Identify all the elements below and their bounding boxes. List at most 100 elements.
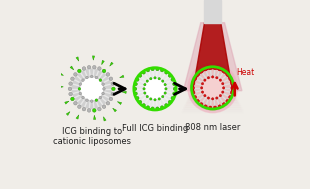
Circle shape [213, 106, 217, 109]
Circle shape [204, 105, 207, 108]
Circle shape [91, 75, 93, 78]
Polygon shape [193, 23, 232, 91]
Circle shape [102, 69, 106, 73]
Circle shape [82, 79, 84, 81]
Circle shape [144, 84, 146, 86]
Circle shape [109, 97, 113, 101]
Circle shape [103, 88, 105, 90]
Circle shape [134, 92, 137, 95]
Circle shape [207, 77, 210, 79]
Circle shape [87, 109, 91, 112]
Circle shape [173, 87, 176, 91]
Circle shape [154, 99, 156, 101]
Circle shape [158, 77, 160, 80]
Polygon shape [92, 56, 95, 60]
Circle shape [81, 78, 103, 100]
Circle shape [102, 83, 104, 85]
Circle shape [146, 69, 150, 72]
Polygon shape [183, 23, 242, 91]
Circle shape [204, 79, 206, 81]
Circle shape [142, 104, 145, 107]
Circle shape [188, 63, 237, 113]
Circle shape [68, 87, 72, 91]
Circle shape [151, 107, 154, 110]
Circle shape [168, 100, 171, 104]
Circle shape [164, 92, 166, 94]
Polygon shape [76, 57, 79, 61]
Circle shape [144, 92, 146, 94]
Circle shape [134, 87, 137, 91]
Circle shape [219, 94, 222, 97]
Circle shape [98, 107, 101, 111]
Circle shape [150, 77, 152, 80]
Polygon shape [66, 112, 70, 115]
Circle shape [99, 79, 102, 81]
Circle shape [209, 67, 212, 70]
Circle shape [134, 82, 137, 86]
Circle shape [164, 84, 166, 86]
Circle shape [160, 69, 164, 72]
Circle shape [136, 96, 139, 100]
Polygon shape [94, 115, 96, 119]
Circle shape [139, 100, 142, 104]
Polygon shape [117, 102, 122, 105]
Circle shape [192, 91, 195, 94]
Polygon shape [65, 101, 69, 104]
Circle shape [165, 88, 167, 90]
Circle shape [213, 67, 217, 70]
Circle shape [216, 97, 218, 99]
Circle shape [71, 77, 74, 81]
Circle shape [190, 65, 236, 111]
Circle shape [106, 101, 110, 105]
Polygon shape [120, 75, 124, 78]
Circle shape [151, 67, 154, 71]
Polygon shape [110, 62, 113, 66]
Polygon shape [190, 94, 235, 96]
Circle shape [111, 92, 115, 96]
Circle shape [222, 91, 224, 93]
Circle shape [230, 91, 233, 94]
Circle shape [79, 92, 82, 95]
Circle shape [168, 74, 171, 77]
Circle shape [173, 82, 176, 86]
Circle shape [156, 67, 159, 71]
Circle shape [74, 73, 77, 76]
Circle shape [102, 105, 106, 108]
Circle shape [92, 65, 96, 69]
Text: Heat: Heat [236, 67, 255, 77]
Circle shape [78, 105, 81, 108]
Circle shape [230, 81, 233, 85]
Polygon shape [59, 73, 64, 75]
Circle shape [202, 91, 204, 93]
Text: ICG binding to
cationic liposomes: ICG binding to cationic liposomes [53, 127, 131, 146]
Circle shape [193, 95, 197, 99]
Polygon shape [59, 85, 63, 88]
Circle shape [142, 71, 145, 74]
Circle shape [219, 79, 222, 81]
Circle shape [69, 92, 72, 96]
Circle shape [204, 94, 206, 97]
Text: Full ICG binding: Full ICG binding [122, 124, 188, 132]
Circle shape [195, 70, 231, 106]
Circle shape [137, 71, 173, 107]
Circle shape [171, 96, 174, 100]
Circle shape [95, 99, 98, 101]
Circle shape [78, 88, 81, 90]
Polygon shape [192, 91, 233, 93]
Circle shape [91, 100, 93, 102]
Circle shape [218, 68, 221, 71]
Circle shape [74, 101, 77, 105]
Circle shape [204, 68, 207, 71]
Circle shape [226, 99, 229, 103]
Circle shape [196, 99, 199, 103]
Circle shape [231, 86, 234, 90]
Circle shape [173, 92, 176, 95]
Circle shape [162, 95, 164, 98]
Circle shape [95, 76, 98, 79]
Circle shape [216, 77, 218, 79]
Circle shape [112, 87, 115, 91]
Circle shape [191, 86, 194, 90]
Polygon shape [102, 60, 104, 65]
Circle shape [106, 73, 110, 76]
Circle shape [71, 97, 74, 101]
